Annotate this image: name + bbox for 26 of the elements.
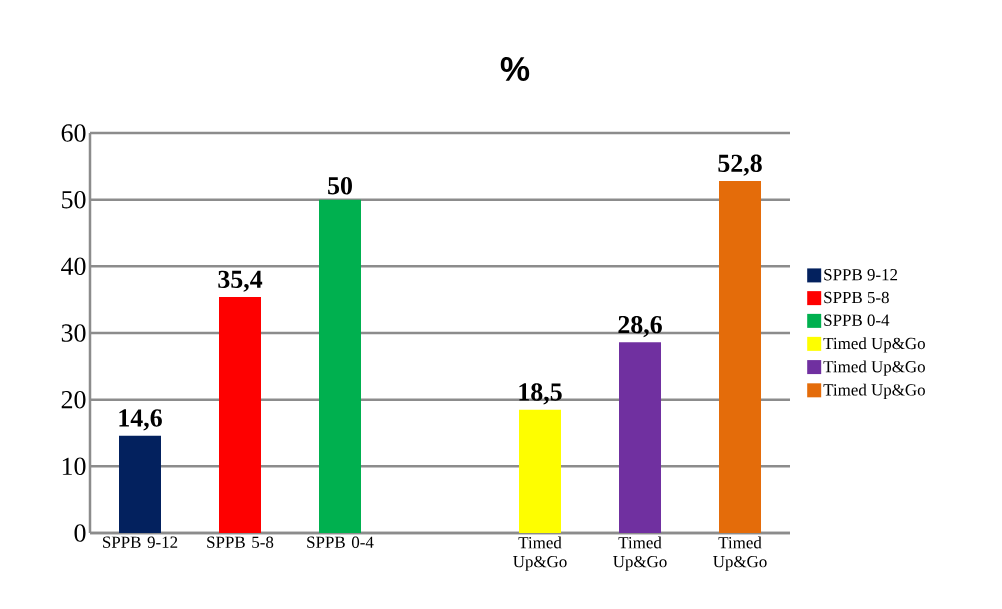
x-tick-label: SPPB 0-4 [307,536,374,548]
data-label: 35,4 [218,270,263,292]
x-tick-label: Timed Up&Go [513,536,567,571]
x-tick-label: SPPB 9-12 [103,536,178,548]
y-tick-label: 0 [74,524,86,542]
data-label: 52,8 [718,154,762,176]
y-tick-label: 40 [61,257,86,276]
data-label: 50 [328,176,352,195]
x-tick-label: SPPB 5-8 [207,536,274,548]
legend-label: SPPB 5-8 [824,291,889,304]
y-tick-label: 50 [62,190,86,209]
legend-label: Timed Up&Go [823,360,925,376]
legend-label: SPPB 0-4 [824,314,890,326]
legend-label: Timed Up&Go [823,383,925,400]
y-tick-label: 30 [61,324,86,342]
chart-title: % [500,57,530,81]
x-tick-label: Timed Up&Go [613,536,667,571]
y-tick-label: 20 [61,390,86,409]
data-label: 18,5 [519,383,562,405]
legend-label: SPPB 9-12 [824,269,898,281]
x-tick-label: Timed Up&Go [713,536,767,571]
y-tick-label: 10 [62,457,86,476]
legend-label: Timed Up&Go [823,337,925,353]
data-label: 28,6 [618,315,662,338]
y-tick-label: 60 [61,124,86,142]
data-label: 14,6 [119,409,162,431]
